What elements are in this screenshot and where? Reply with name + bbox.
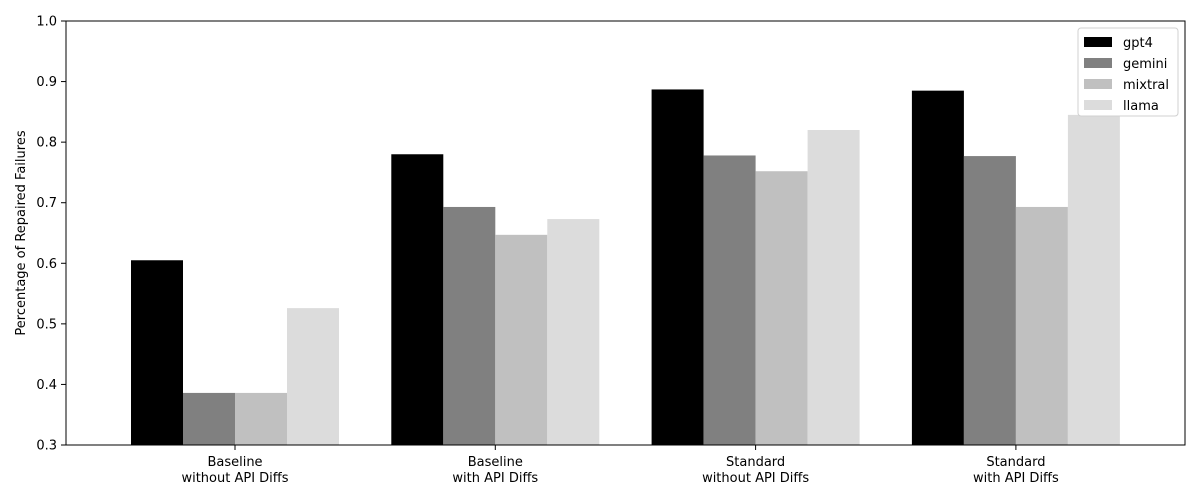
y-tick-label: 0.6	[36, 257, 57, 272]
bar-llama-2	[807, 130, 860, 445]
y-axis: 0.3 0.4 0.5 0.6 0.7 0.8 0.9 1.0	[36, 15, 66, 454]
bar-gemini-0	[183, 392, 235, 445]
x-tick-label: Standard	[986, 455, 1045, 470]
y-tick-label: 1.0	[36, 15, 57, 30]
legend-swatch-mixtral	[1084, 79, 1112, 89]
bar-mixtral-2	[755, 171, 808, 445]
bar-llama-3	[1067, 114, 1120, 445]
bar-gpt4-2	[651, 89, 704, 446]
bars-group	[131, 89, 1120, 446]
bar-gemini-2	[703, 155, 756, 445]
legend-label-llama: llama	[1123, 99, 1159, 114]
y-axis-title: Percentage of Repaired Failures	[14, 130, 29, 335]
legend-swatch-gemini	[1084, 58, 1112, 68]
legend-label-mixtral: mixtral	[1123, 78, 1169, 93]
bar-gpt4-0	[131, 260, 183, 445]
y-tick-label: 0.5	[36, 317, 57, 332]
x-tick-label: with API Diffs	[973, 471, 1059, 486]
legend-swatch-llama	[1084, 100, 1112, 110]
x-tick-label: Baseline	[207, 455, 262, 470]
bar-mixtral-1	[495, 234, 548, 445]
y-tick-label: 0.4	[36, 378, 57, 393]
x-tick-label: with API Diffs	[452, 471, 538, 486]
x-tick-label: Standard	[726, 455, 785, 470]
y-tick-label: 0.3	[36, 439, 57, 454]
bar-llama-1	[547, 219, 600, 445]
bar-gpt4-1	[391, 154, 444, 445]
y-tick-label: 0.8	[36, 136, 57, 151]
bar-gemini-3	[963, 156, 1016, 445]
legend-box	[1077, 27, 1179, 117]
legend-label-gpt4: gpt4	[1123, 36, 1153, 51]
bar-gpt4-3	[911, 90, 964, 446]
plot-frame	[65, 20, 1186, 446]
legend-label-gemini: gemini	[1123, 57, 1167, 72]
bar-llama-0	[287, 308, 339, 445]
bar-mixtral-0	[235, 392, 287, 445]
x-tick-label: Baseline	[468, 455, 523, 470]
bar-gemini-1	[443, 206, 496, 445]
x-tick-label: without API Diffs	[181, 471, 288, 486]
bar-mixtral-3	[1015, 206, 1068, 445]
legend: gpt4 gemini mixtral llama	[1077, 27, 1179, 117]
legend-swatch-gpt4	[1084, 37, 1112, 47]
x-tick-label: without API Diffs	[702, 471, 809, 486]
y-tick-label: 0.7	[36, 196, 57, 211]
y-tick-label: 0.9	[36, 75, 57, 90]
